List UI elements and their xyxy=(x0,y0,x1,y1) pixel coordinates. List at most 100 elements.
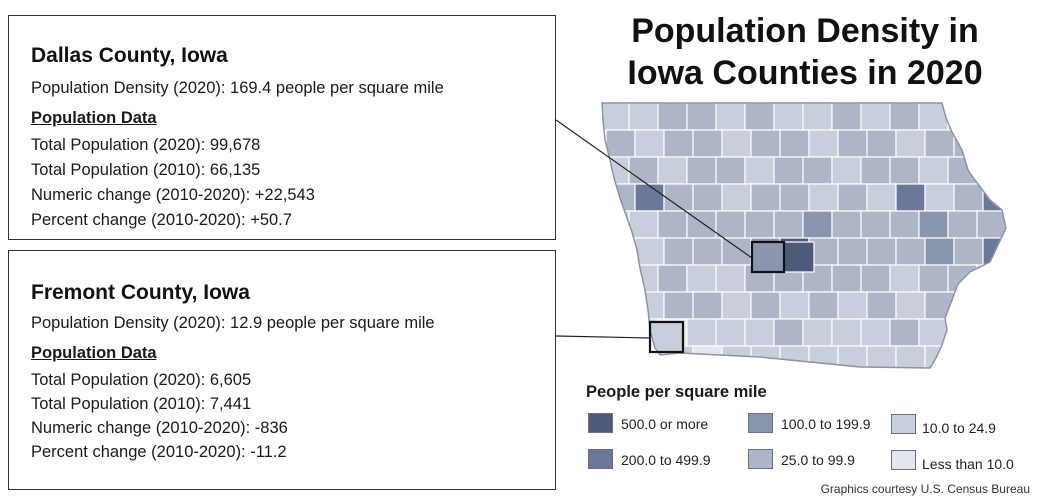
county-cell xyxy=(982,237,1006,266)
county-cell xyxy=(721,129,752,158)
county-cell xyxy=(860,156,891,185)
county-cell xyxy=(686,264,717,293)
county-cell xyxy=(628,156,659,185)
county-cell xyxy=(837,237,868,266)
legend-label-500-plus: 500.0 or more xyxy=(621,416,709,432)
county-cell xyxy=(602,264,630,293)
county-cell xyxy=(895,345,926,368)
county-cell xyxy=(744,210,775,239)
county-cell xyxy=(663,291,694,320)
county-cell xyxy=(895,237,926,266)
fremont-county-highlight xyxy=(648,320,685,354)
county-cell xyxy=(808,291,839,320)
county-cell xyxy=(657,264,688,293)
county-cell xyxy=(750,129,781,158)
county-cell xyxy=(773,318,804,347)
county-cell xyxy=(982,129,1006,158)
dallas-total-2020: Total Population (2020): 99,678 xyxy=(31,136,261,154)
county-cell xyxy=(953,237,984,266)
fremont-leader-line xyxy=(555,335,651,339)
legend-label-under-10: Less than 10.0 xyxy=(922,456,1014,472)
county-cell xyxy=(889,103,920,131)
dallas-leader-line xyxy=(555,119,753,259)
county-cell xyxy=(602,210,630,239)
county-cell xyxy=(634,129,665,158)
county-cell xyxy=(947,156,978,185)
fremont-county-name: Fremont County, Iowa xyxy=(31,281,250,304)
county-cell xyxy=(773,103,804,131)
county-cell xyxy=(866,129,897,158)
county-cell xyxy=(918,210,949,239)
county-cell xyxy=(686,103,717,131)
county-cell xyxy=(918,264,949,293)
county-cell xyxy=(837,345,868,368)
county-cell xyxy=(895,129,926,158)
county-cell xyxy=(686,156,717,185)
county-cell xyxy=(924,129,955,158)
county-cell xyxy=(602,318,630,347)
county-cell xyxy=(605,237,636,266)
map-title-line-2: Iowa Counties in 2020 xyxy=(627,54,983,92)
county-cell xyxy=(802,318,833,347)
map-title-line-1: Population Density in xyxy=(631,12,979,50)
legend-swatch-500-plus xyxy=(588,413,613,433)
county-cell xyxy=(953,291,984,320)
county-cell xyxy=(918,156,949,185)
dallas-total-2010: Total Population (2010): 66,135 xyxy=(31,161,261,179)
county-cell xyxy=(947,318,978,347)
county-cell xyxy=(837,183,868,212)
county-cell xyxy=(750,291,781,320)
county-cell xyxy=(744,318,775,347)
county-cell xyxy=(773,210,804,239)
county-cell xyxy=(657,156,688,185)
county-cell xyxy=(628,210,659,239)
dallas-percent-change: Percent change (2010-2020): +50.7 xyxy=(31,211,292,229)
county-cell xyxy=(628,103,659,131)
county-cell xyxy=(773,156,804,185)
dallas-population-data-heading: Population Data xyxy=(31,109,157,127)
county-cell xyxy=(744,156,775,185)
county-cell xyxy=(715,156,746,185)
county-cell xyxy=(837,129,868,158)
fremont-total-2020: Total Population (2020): 6,605 xyxy=(31,371,252,389)
iowa-outline xyxy=(601,102,1007,369)
county-cell xyxy=(982,345,1006,368)
county-cell xyxy=(802,103,833,131)
county-cell xyxy=(779,183,810,212)
legend-label-10-24: 10.0 to 24.9 xyxy=(922,420,996,436)
county-cell xyxy=(721,183,752,212)
county-cell xyxy=(976,103,1006,131)
legend-swatch-under-10 xyxy=(891,450,916,470)
legend-title: People per square mile xyxy=(586,383,767,401)
county-cell xyxy=(692,291,723,320)
dallas-county-highlight xyxy=(750,240,786,274)
county-cell xyxy=(715,210,746,239)
legend-swatch-100-199 xyxy=(748,413,773,433)
county-cell xyxy=(947,210,978,239)
county-cell xyxy=(715,318,746,347)
county-cell xyxy=(831,318,862,347)
map-title: Population Density in Iowa Counties in 2… xyxy=(600,10,1010,94)
county-cell xyxy=(976,156,1006,185)
county-cell xyxy=(831,103,862,131)
county-cell xyxy=(750,345,781,368)
county-cell xyxy=(831,156,862,185)
county-cell xyxy=(895,291,926,320)
county-cell xyxy=(982,291,1006,320)
county-cell xyxy=(779,129,810,158)
county-cell xyxy=(953,345,984,368)
legend-swatch-10-24 xyxy=(891,414,916,434)
county-cell xyxy=(947,103,978,131)
county-cell xyxy=(686,318,717,347)
county-cell xyxy=(721,237,752,266)
county-cell xyxy=(976,264,1006,293)
county-cell xyxy=(692,345,723,368)
county-cell xyxy=(802,156,833,185)
fremont-county-info-box: Fremont County, Iowa Population Density … xyxy=(8,250,556,490)
county-cell xyxy=(808,183,839,212)
county-cell xyxy=(605,291,636,320)
county-cell xyxy=(779,291,810,320)
county-cell xyxy=(860,264,891,293)
county-cell xyxy=(692,129,723,158)
